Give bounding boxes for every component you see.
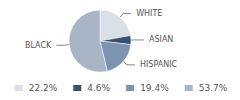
svg-text:HISPANIC: HISPANIC <box>140 60 178 69</box>
svg-text:BLACK: BLACK <box>25 41 52 50</box>
svg-text:22.2%: 22.2% <box>29 83 58 93</box>
svg-text:ASIAN: ASIAN <box>149 35 173 44</box>
svg-text:19.4%: 19.4% <box>140 83 169 93</box>
svg-text:WHITE: WHITE <box>136 9 162 18</box>
svg-text:4.6%: 4.6% <box>87 83 110 93</box>
svg-text:53.7%: 53.7% <box>199 83 228 93</box>
